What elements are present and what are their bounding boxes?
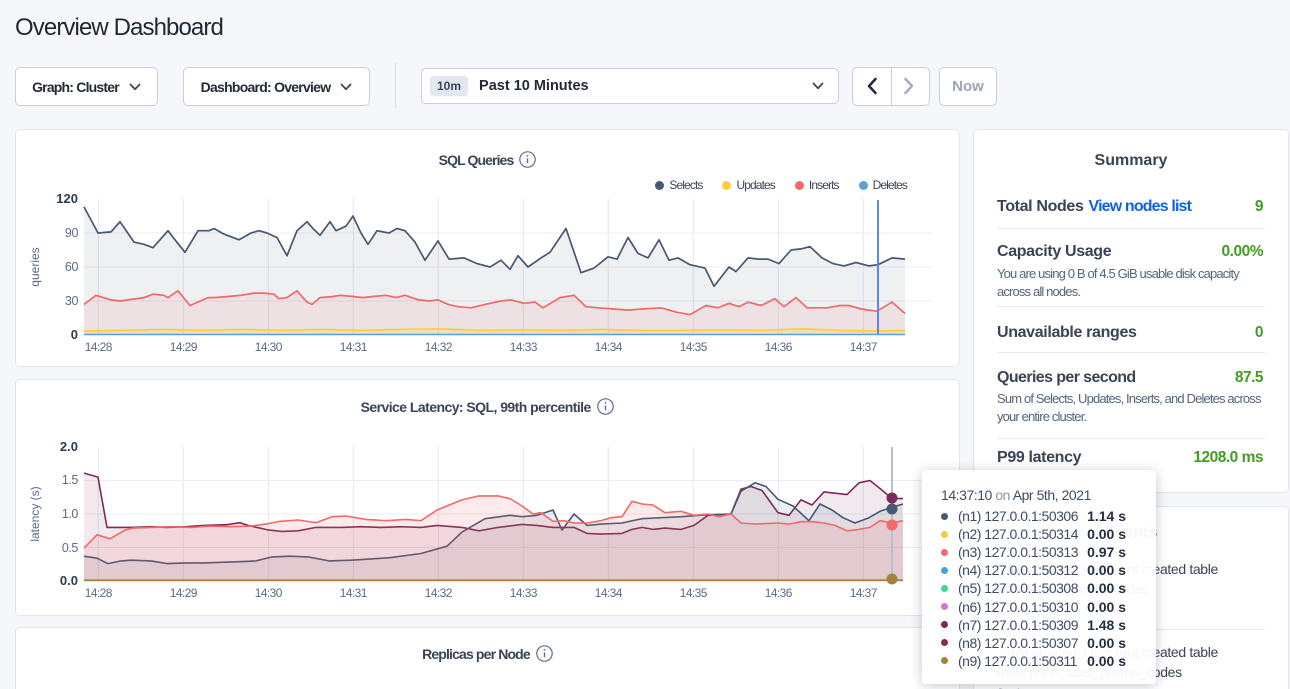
svg-text:14:35: 14:35 — [680, 340, 708, 354]
svg-text:120: 120 — [56, 191, 78, 206]
svg-text:14:32: 14:32 — [425, 586, 453, 600]
svg-text:1.5: 1.5 — [62, 473, 79, 487]
svg-text:14:37: 14:37 — [850, 340, 878, 354]
svg-text:14:37: 14:37 — [850, 586, 878, 600]
svg-text:14:28: 14:28 — [85, 340, 113, 354]
svg-text:14:29: 14:29 — [170, 586, 198, 600]
svg-text:latency (s): latency (s) — [28, 486, 42, 541]
svg-text:14:35: 14:35 — [680, 586, 708, 600]
svg-text:14:31: 14:31 — [340, 340, 368, 354]
svg-text:0.5: 0.5 — [62, 541, 79, 555]
svg-text:14:31: 14:31 — [340, 586, 368, 600]
svg-text:14:34: 14:34 — [595, 586, 623, 600]
svg-text:14:32: 14:32 — [425, 340, 453, 354]
svg-text:14:34: 14:34 — [595, 340, 623, 354]
svg-text:30: 30 — [65, 294, 79, 308]
svg-text:14:36: 14:36 — [765, 586, 793, 600]
svg-text:0.0: 0.0 — [60, 573, 78, 588]
svg-text:1.0: 1.0 — [62, 507, 79, 521]
svg-text:2.0: 2.0 — [60, 439, 78, 454]
svg-text:queries: queries — [28, 247, 42, 286]
svg-text:14:30: 14:30 — [255, 340, 283, 354]
svg-text:0: 0 — [71, 327, 78, 342]
svg-text:14:29: 14:29 — [170, 340, 198, 354]
svg-text:14:30: 14:30 — [255, 586, 283, 600]
svg-text:60: 60 — [65, 260, 79, 274]
svg-text:90: 90 — [65, 226, 79, 240]
svg-text:14:36: 14:36 — [765, 340, 793, 354]
svg-text:14:33: 14:33 — [510, 340, 538, 354]
svg-text:14:28: 14:28 — [85, 586, 113, 600]
svg-text:14:33: 14:33 — [510, 586, 538, 600]
